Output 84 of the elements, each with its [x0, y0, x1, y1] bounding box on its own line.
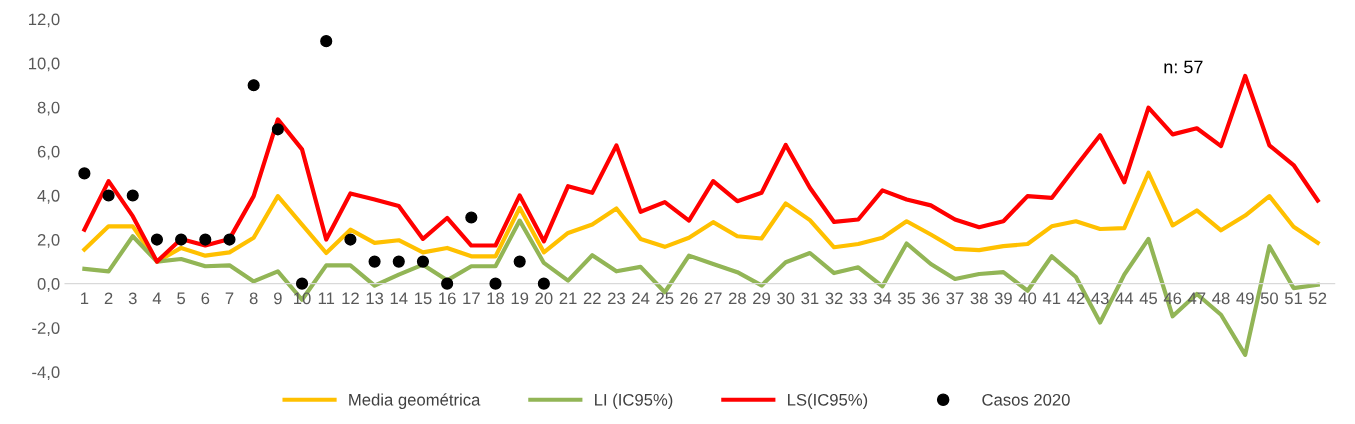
x-tick-label: 35	[897, 292, 916, 305]
x-tick-label: 39	[994, 292, 1012, 305]
x-tick-label: 7	[225, 292, 234, 305]
y-tick-label: 2,0	[37, 233, 60, 248]
x-tick-label: 25	[656, 292, 674, 305]
point	[513, 255, 526, 268]
x-tick-label: 36	[922, 292, 940, 305]
y-tick-label: 10,0	[29, 57, 60, 72]
point	[537, 277, 550, 290]
x-tick-label: 4	[152, 292, 162, 305]
x-tick-label: 34	[873, 292, 892, 305]
x-tick-label: 22	[583, 292, 601, 305]
y-tick-label: 12,0	[29, 13, 60, 28]
x-tick-label: 17	[463, 292, 480, 305]
x-tick-label: 31	[801, 292, 819, 305]
y-tick-label: -2,0	[32, 322, 60, 336]
x-tick-label: 13	[366, 292, 384, 305]
y-tick-label: 4,0	[37, 189, 60, 204]
x-tick-label: 19	[511, 292, 529, 305]
point	[150, 233, 164, 246]
x-tick-label: 24	[632, 292, 650, 305]
point	[78, 167, 91, 180]
x-tick-label: 18	[487, 292, 505, 305]
x-tick-label: 28	[728, 292, 746, 305]
x-tick-label: 16	[439, 292, 456, 305]
x-tick-label: 30	[777, 292, 795, 305]
point	[126, 189, 139, 202]
annotation: n: 57	[1164, 60, 1203, 74]
x-tick-label: 3	[128, 292, 137, 305]
x-tick-label: 11	[318, 292, 335, 305]
y-tick-label: -4,0	[32, 366, 60, 381]
x-tick-label: 48	[1212, 292, 1230, 305]
point	[271, 123, 284, 136]
x-tick-label: 50	[1260, 292, 1278, 305]
x-tick-label: 12	[342, 292, 359, 305]
x-tick-label: 6	[201, 292, 210, 305]
x-tick-label: 14	[390, 292, 408, 305]
x-tick-label: 1	[81, 292, 89, 305]
x-tick-label: 52	[1309, 292, 1327, 305]
point	[175, 233, 188, 246]
point	[416, 255, 430, 268]
x-tick-label: 40	[1018, 292, 1037, 305]
point	[223, 233, 236, 246]
x-tick-label: 49	[1236, 292, 1254, 305]
x-tick-label: 44	[1115, 292, 1134, 305]
point	[102, 189, 115, 202]
x-tick-label: 43	[1091, 292, 1109, 305]
point	[465, 211, 478, 224]
x-tick-label: 8	[249, 292, 258, 305]
x-tick-label: 51	[1284, 292, 1303, 305]
x-tick-label: 37	[946, 292, 964, 305]
x-tick-label: 33	[849, 292, 867, 305]
legend-label: LS(IC95%)	[788, 393, 868, 409]
x-tick-label: 2	[104, 292, 113, 305]
point	[489, 277, 502, 290]
x-tick-label: 41	[1042, 292, 1061, 305]
x-tick-label: 32	[825, 292, 843, 305]
point	[295, 277, 309, 290]
point	[368, 255, 381, 268]
y-tick-label: 6,0	[37, 145, 60, 160]
x-tick-label: 23	[607, 292, 625, 305]
x-tick-label: 20	[535, 292, 553, 305]
legend-label: Media geométrica	[349, 393, 481, 409]
y-tick-label: 8,0	[37, 101, 60, 116]
x-tick-label: 21	[559, 292, 577, 305]
point	[344, 233, 357, 246]
point	[320, 35, 333, 48]
point	[441, 277, 454, 290]
x-tick-label: 38	[970, 292, 988, 305]
legend-label: Casos 2020	[982, 393, 1070, 406]
x-tick-label: 45	[1139, 292, 1158, 305]
legend-label: LI (IC95%)	[595, 393, 673, 409]
x-tick-label: 29	[753, 292, 771, 305]
x-tick-label: 26	[680, 292, 698, 305]
y-tick-label: 0,0	[37, 278, 60, 292]
x-tick-label: 15	[414, 292, 432, 305]
point	[392, 255, 405, 268]
line-series	[82, 73, 1320, 264]
x-tick-label: 27	[704, 292, 722, 305]
x-tick-label: 42	[1067, 292, 1085, 305]
point	[247, 79, 260, 92]
x-tick-label: 5	[177, 292, 186, 305]
x-tick-label: 9	[274, 292, 282, 305]
point	[199, 233, 212, 246]
